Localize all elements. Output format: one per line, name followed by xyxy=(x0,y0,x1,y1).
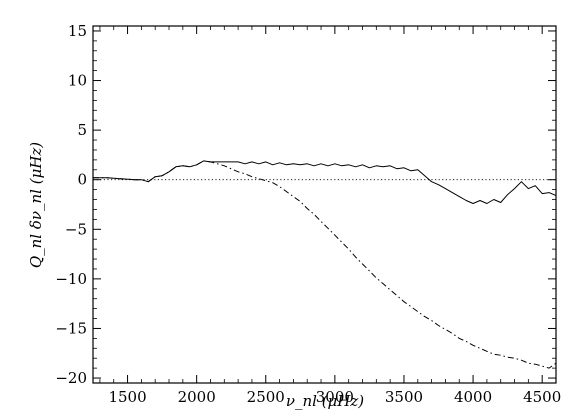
x-tick-label: 1500 xyxy=(108,388,146,406)
x-tick-label: 4500 xyxy=(523,388,561,406)
x-tick-label: 2500 xyxy=(247,388,285,406)
series-line-solid xyxy=(93,160,557,204)
series-line-dash-dot xyxy=(93,160,557,369)
x-tick-label: 3000 xyxy=(316,388,354,406)
y-tick-label: −15 xyxy=(55,319,87,337)
x-axis-title: ν_nl (μHz) xyxy=(286,392,364,410)
plot-frame xyxy=(92,25,557,384)
plot-content xyxy=(93,160,557,369)
y-tick-label: 15 xyxy=(68,22,87,40)
y-tick-label: −5 xyxy=(65,220,87,238)
y-tick-label: −20 xyxy=(55,369,87,387)
x-tick-label: 4000 xyxy=(454,388,492,406)
y-tick-label: −10 xyxy=(55,270,87,288)
y-tick-label: 5 xyxy=(77,121,87,139)
tick-marks xyxy=(93,26,557,383)
x-tick-label: 2000 xyxy=(178,388,216,406)
y-tick-label: 0 xyxy=(77,171,87,189)
y-axis-title: Q_nl δν_nl (μHz) xyxy=(27,142,45,268)
tick-labels: 1500 2000 2500 3000 3500 4000 4500 15 10 5 0 −5 −10 −… xyxy=(55,22,561,406)
x-tick-label: 3500 xyxy=(385,388,423,406)
y-tick-label: 10 xyxy=(68,72,87,90)
